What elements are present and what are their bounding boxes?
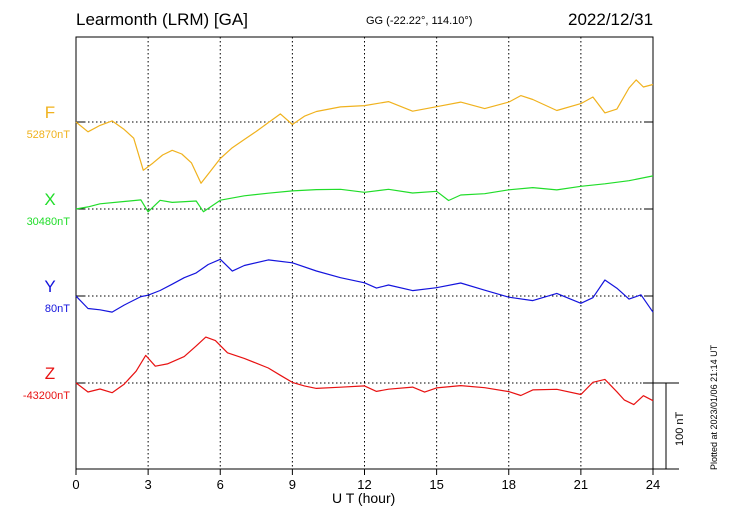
- series-line-F: [75, 79, 654, 184]
- series-name-X: X: [44, 190, 55, 209]
- series-name-Z: Z: [45, 364, 55, 383]
- x-tick-label: 3: [145, 477, 152, 492]
- series-line-Y: [75, 258, 654, 313]
- series-baseline-X: 30480nT: [27, 216, 71, 228]
- x-axis-ticks: 0 3 6 9 12 15 18 21 24: [72, 469, 660, 492]
- scale-bar: 100 nT: [643, 382, 686, 470]
- series-lines: [75, 79, 654, 406]
- series-baseline-Z: -43200nT: [23, 390, 70, 402]
- series-name-F: F: [45, 103, 55, 122]
- series-labels: F 52870nT X 30480nT Y 80nT Z -43200nT: [23, 103, 70, 402]
- series-baseline-Y: 80nT: [45, 303, 70, 315]
- grid-lines: [76, 37, 653, 469]
- series-name-Y: Y: [44, 277, 55, 296]
- x-tick-label: 12: [357, 477, 371, 492]
- x-axis-label: U T (hour): [332, 490, 396, 506]
- x-tick-label: 0: [72, 477, 79, 492]
- x-tick-label: 21: [574, 477, 588, 492]
- chart-date: 2022/12/31: [568, 10, 654, 29]
- chart-title: Learmonth (LRM) [GA]: [76, 10, 248, 29]
- series-baseline-F: 52870nT: [27, 129, 71, 141]
- plotted-timestamp: Plotted at 2023/01/06 21:14 UT: [709, 344, 719, 470]
- x-tick-label: 9: [289, 477, 296, 492]
- x-tick-label: 6: [217, 477, 224, 492]
- x-tick-label: 15: [429, 477, 443, 492]
- series-line-X: [75, 175, 654, 213]
- x-tick-label: 18: [502, 477, 516, 492]
- series-line-Z: [75, 336, 654, 406]
- station-coordinates: GG (-22.22°, 114.10°): [366, 15, 473, 27]
- x-tick-label: 24: [646, 477, 660, 492]
- scale-bar-label: 100 nT: [674, 411, 686, 446]
